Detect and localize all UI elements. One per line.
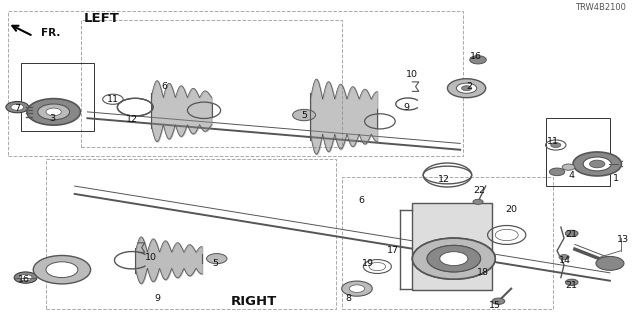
Text: TRW4B2100: TRW4B2100	[575, 4, 626, 12]
Text: 21: 21	[566, 281, 578, 290]
Text: 4: 4	[569, 171, 575, 180]
Circle shape	[342, 281, 372, 296]
Circle shape	[565, 279, 578, 285]
Circle shape	[596, 256, 624, 270]
Text: 7: 7	[14, 104, 20, 113]
Text: 10: 10	[145, 252, 157, 261]
Text: 10: 10	[406, 69, 419, 78]
Circle shape	[565, 230, 578, 236]
Circle shape	[19, 275, 32, 281]
Text: 15: 15	[489, 301, 501, 310]
Circle shape	[46, 108, 61, 116]
Circle shape	[550, 142, 561, 148]
Bar	[8, 11, 463, 156]
Text: 3: 3	[49, 114, 56, 123]
Text: 17: 17	[387, 246, 399, 255]
Text: 6: 6	[161, 82, 167, 91]
Circle shape	[38, 104, 70, 120]
Circle shape	[473, 199, 483, 204]
Text: 6: 6	[358, 196, 364, 205]
Circle shape	[589, 160, 605, 168]
Text: 19: 19	[362, 259, 374, 268]
Circle shape	[461, 86, 472, 91]
Text: 21: 21	[566, 230, 578, 239]
Circle shape	[583, 157, 611, 171]
Text: 12: 12	[126, 115, 138, 124]
Text: 13: 13	[616, 235, 628, 244]
Circle shape	[14, 272, 37, 283]
Circle shape	[427, 245, 481, 272]
Text: 9: 9	[154, 293, 161, 303]
Text: 11: 11	[107, 95, 119, 104]
Text: 2: 2	[467, 82, 473, 91]
Text: FR.: FR.	[41, 28, 60, 38]
Circle shape	[11, 104, 24, 110]
Circle shape	[549, 168, 564, 176]
Text: 5: 5	[301, 110, 307, 120]
Circle shape	[440, 252, 468, 266]
Text: 5: 5	[212, 259, 218, 268]
Text: 12: 12	[438, 175, 451, 184]
Circle shape	[559, 254, 569, 260]
Circle shape	[412, 238, 495, 279]
Circle shape	[349, 285, 365, 292]
Bar	[546, 118, 610, 186]
Text: 22: 22	[474, 186, 485, 195]
Text: 9: 9	[403, 103, 409, 112]
Circle shape	[412, 238, 495, 279]
Text: 18: 18	[477, 268, 488, 277]
Bar	[81, 20, 342, 147]
Circle shape	[562, 164, 575, 170]
Bar	[412, 204, 492, 290]
Circle shape	[470, 56, 486, 64]
Circle shape	[440, 252, 468, 266]
Circle shape	[6, 101, 29, 113]
Text: 16: 16	[18, 275, 29, 284]
Text: 8: 8	[346, 293, 351, 303]
Text: 11: 11	[547, 137, 559, 146]
Circle shape	[427, 245, 481, 272]
Text: 16: 16	[470, 52, 482, 61]
Bar	[20, 63, 94, 131]
Circle shape	[456, 83, 477, 93]
Text: RIGHT: RIGHT	[231, 295, 277, 308]
Circle shape	[492, 298, 505, 304]
Text: 14: 14	[559, 256, 572, 265]
Bar	[342, 177, 552, 309]
Circle shape	[27, 99, 81, 125]
Circle shape	[573, 152, 621, 176]
Text: 20: 20	[505, 205, 517, 214]
Text: 1: 1	[613, 174, 620, 183]
Circle shape	[46, 262, 78, 277]
Bar	[46, 159, 336, 309]
Circle shape	[292, 109, 316, 121]
Circle shape	[207, 253, 227, 264]
Circle shape	[33, 255, 91, 284]
Circle shape	[447, 79, 486, 98]
Text: LEFT: LEFT	[84, 12, 120, 25]
